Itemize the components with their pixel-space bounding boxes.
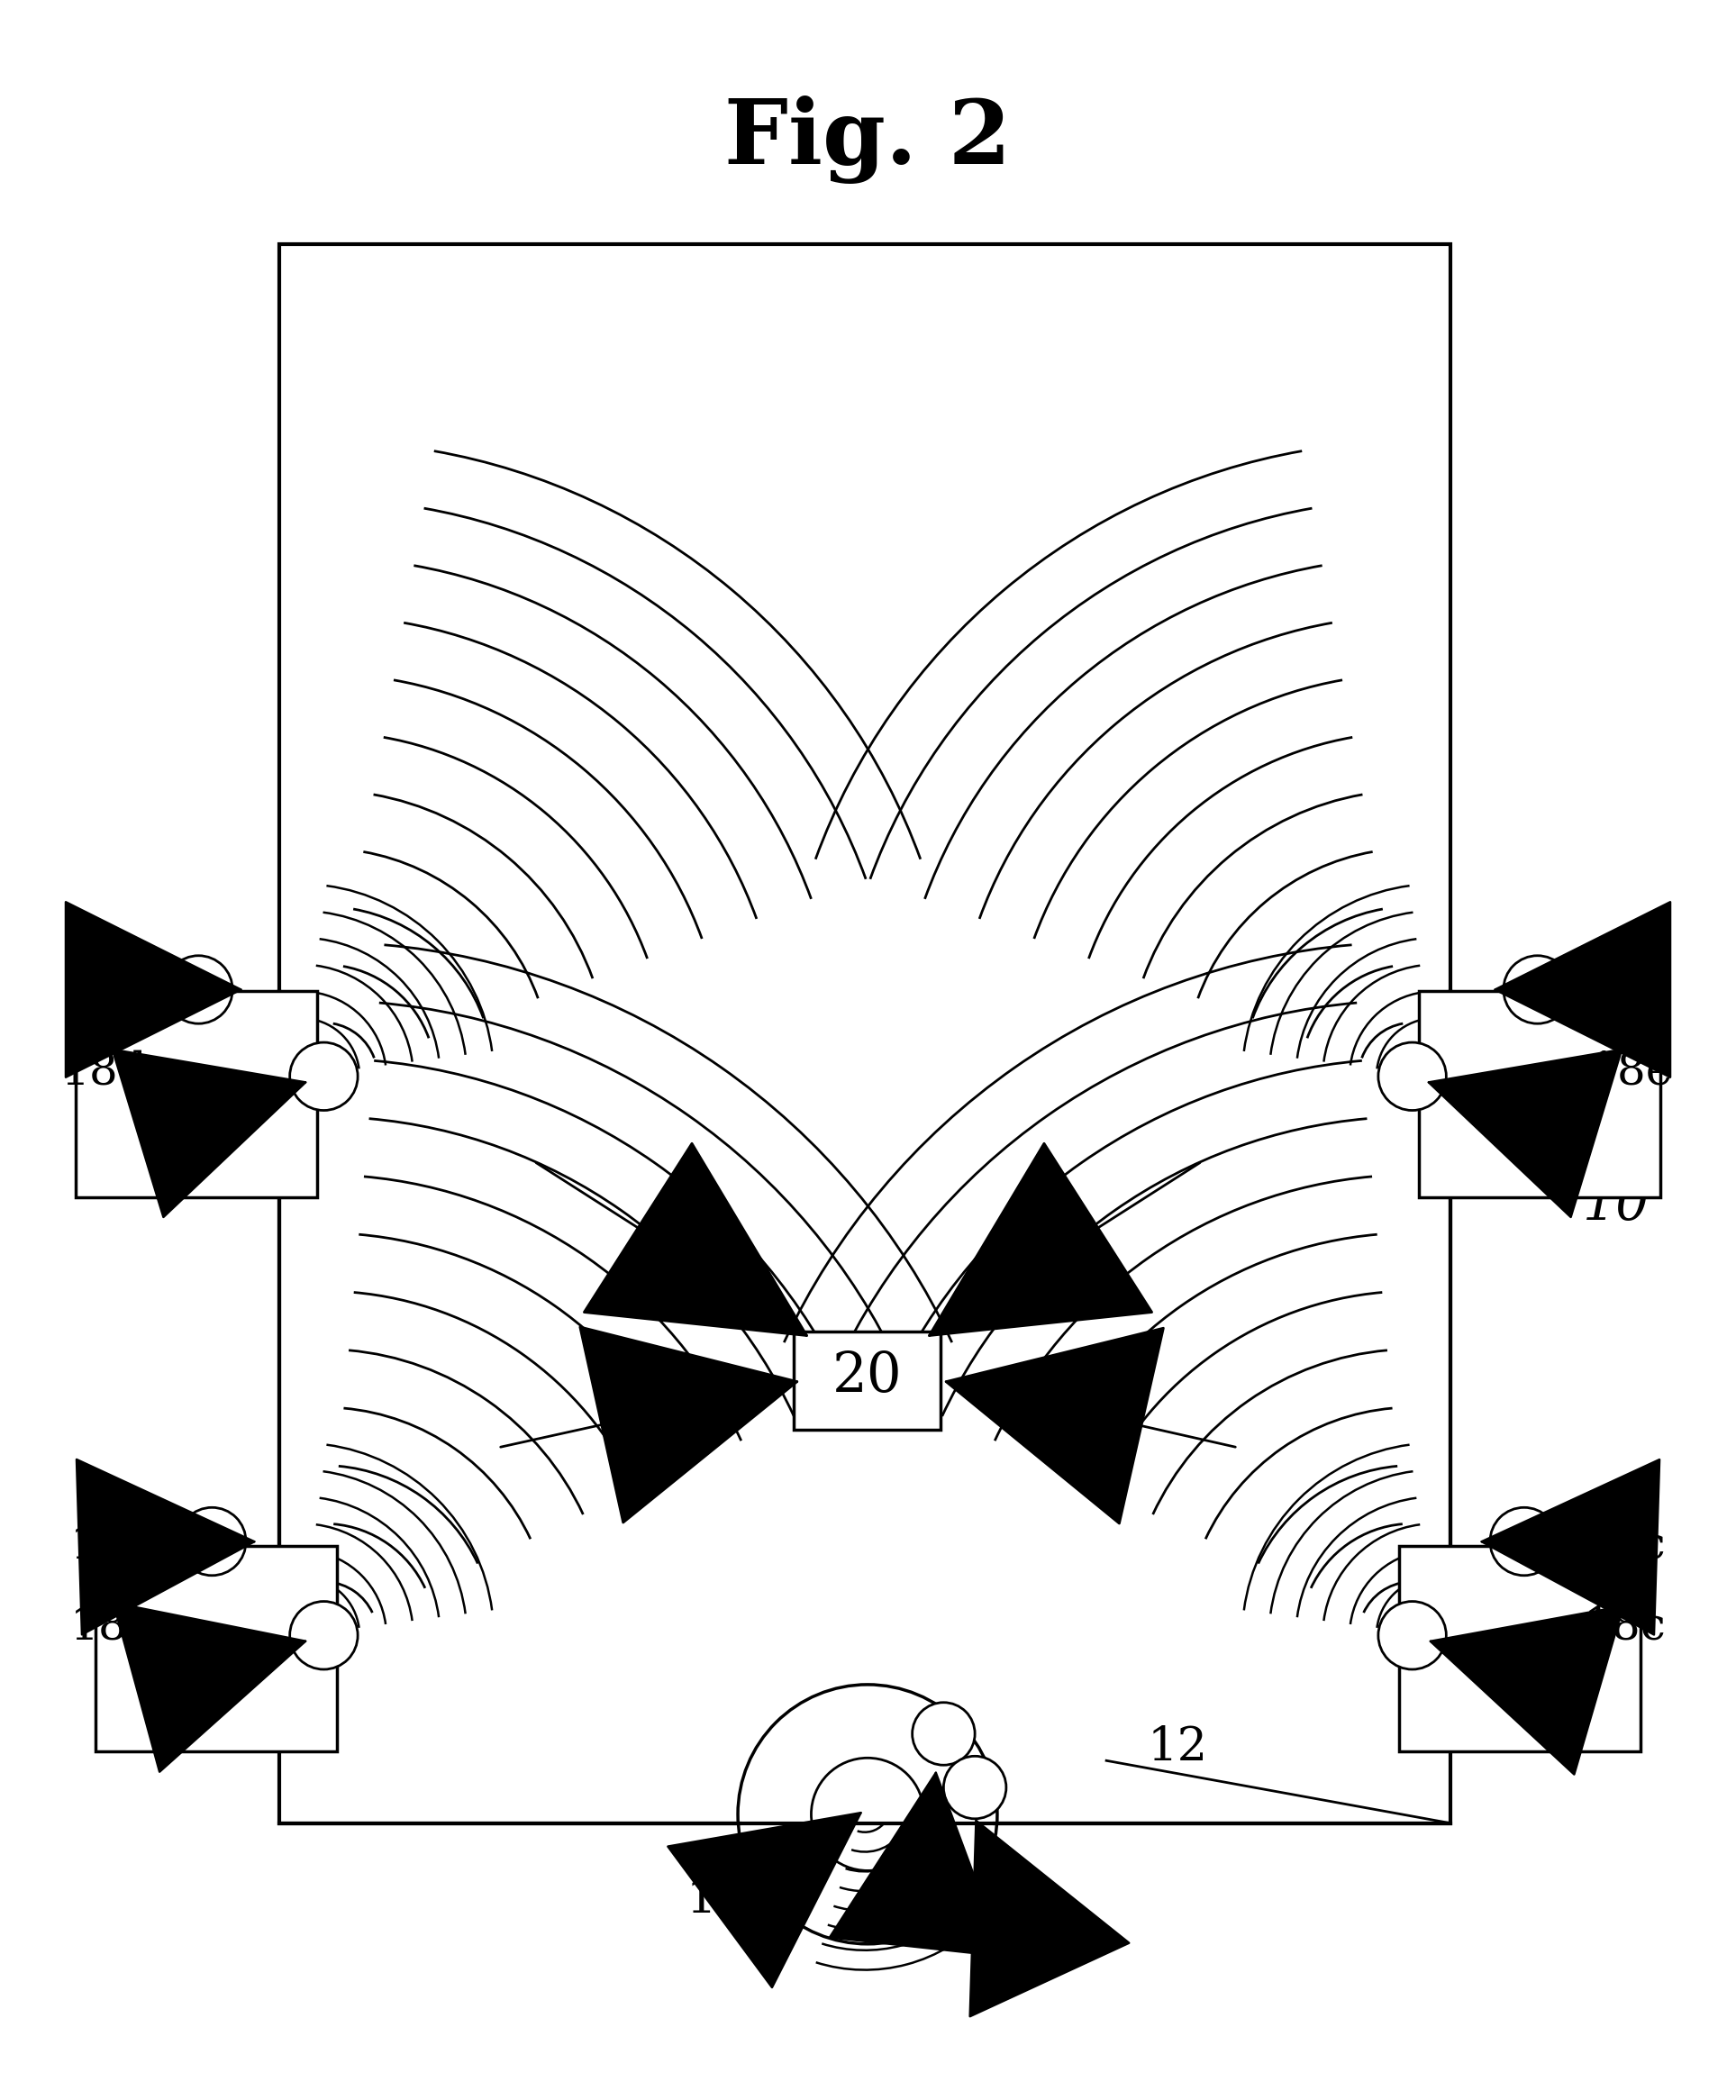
Circle shape <box>165 956 233 1023</box>
Circle shape <box>290 1042 358 1111</box>
Text: 14a: 14a <box>963 1882 1052 1926</box>
Bar <box>95 1546 337 1751</box>
Text: 10: 10 <box>1583 1180 1649 1231</box>
Text: 16b: 16b <box>146 1648 233 1693</box>
Text: 16c: 16c <box>1503 1648 1587 1693</box>
Text: 14e: 14e <box>1590 968 1674 1012</box>
Circle shape <box>1378 1602 1446 1670</box>
Circle shape <box>944 1756 1007 1819</box>
Bar <box>1399 1546 1641 1751</box>
Circle shape <box>1489 1508 1557 1575</box>
Text: 16d: 16d <box>134 1094 219 1138</box>
Text: 18e: 18e <box>1588 1050 1674 1094</box>
Text: 18a: 18a <box>686 1875 776 1922</box>
Text: 18d: 18d <box>61 1050 148 1094</box>
Text: 20: 20 <box>833 1348 903 1403</box>
Text: 16a: 16a <box>884 1882 972 1926</box>
Text: 12: 12 <box>1147 1724 1208 1770</box>
Circle shape <box>913 1703 976 1766</box>
Circle shape <box>1503 956 1571 1023</box>
Bar <box>793 1331 941 1430</box>
Text: 14d: 14d <box>61 968 148 1012</box>
Text: 14b: 14b <box>71 1525 156 1569</box>
Text: Fig. 2: Fig. 2 <box>724 97 1010 185</box>
Circle shape <box>1378 1042 1446 1111</box>
Text: 16e: 16e <box>1516 1094 1601 1138</box>
Bar <box>76 991 318 1197</box>
Text: 14c: 14c <box>1583 1525 1667 1569</box>
Bar <box>1418 991 1660 1197</box>
Text: 18c: 18c <box>1583 1604 1667 1648</box>
Text: 18b: 18b <box>71 1604 156 1648</box>
Circle shape <box>290 1602 358 1670</box>
Circle shape <box>179 1508 247 1575</box>
Bar <box>279 244 1451 1823</box>
